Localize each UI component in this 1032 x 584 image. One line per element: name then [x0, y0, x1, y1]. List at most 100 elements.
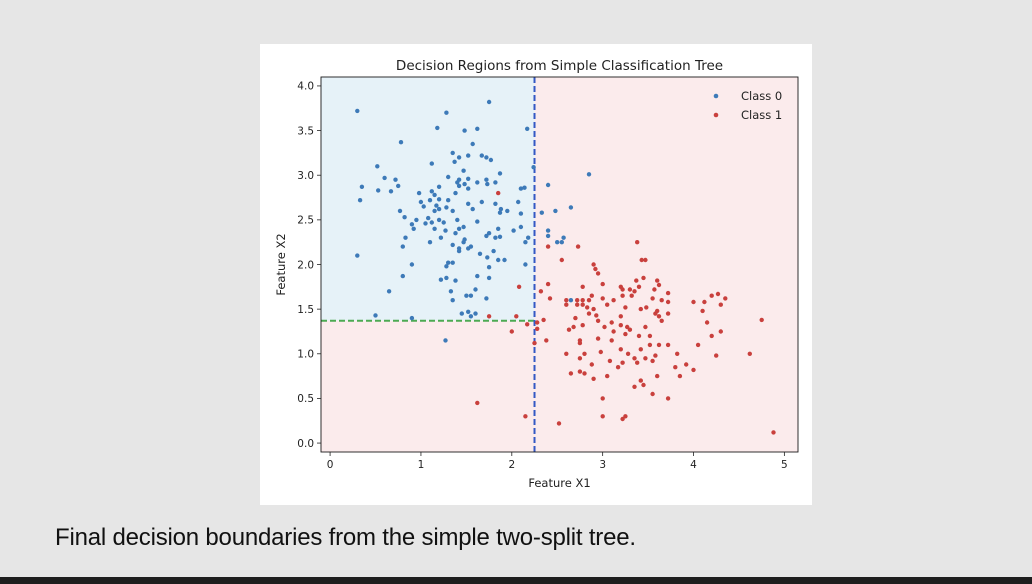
data-point-class-0	[466, 201, 471, 206]
y-tick-label: 4.0	[297, 81, 314, 93]
data-point-class-1	[564, 298, 569, 303]
data-point-class-1	[600, 396, 605, 401]
data-point-class-0	[475, 126, 480, 131]
data-point-class-0	[427, 198, 433, 203]
data-point-class-1	[600, 281, 605, 287]
data-point-class-0	[436, 184, 442, 189]
data-point-class-0	[485, 181, 490, 187]
data-point-class-1	[525, 322, 530, 327]
x-tick-label: 5	[781, 459, 788, 471]
data-point-class-0	[453, 190, 458, 196]
data-point-class-0	[523, 262, 528, 267]
data-point-class-1	[665, 342, 671, 348]
data-point-class-1	[673, 365, 678, 370]
data-point-class-0	[453, 278, 458, 283]
data-point-class-0	[438, 235, 444, 240]
data-point-class-1	[591, 262, 596, 267]
data-point-class-1	[523, 414, 528, 419]
data-point-class-0	[468, 293, 474, 298]
axes-layer: 0 1 2 3 4 5 0.0 0.5 1.0 1.5 2.0 2.5 3.0 3.5 4.0	[297, 81, 787, 471]
data-point-class-0	[446, 174, 451, 180]
data-point-class-0	[475, 219, 480, 224]
data-point-class-0	[423, 221, 428, 226]
data-point-class-1	[594, 313, 599, 318]
data-point-class-0	[468, 314, 474, 319]
data-point-class-1	[656, 282, 662, 288]
data-point-class-1	[609, 320, 614, 325]
data-point-class-1	[509, 329, 514, 334]
data-point-class-1	[618, 347, 623, 352]
data-point-class-0	[523, 240, 528, 245]
data-point-class-0	[427, 240, 433, 245]
data-point-class-0	[473, 311, 478, 316]
data-point-class-0	[493, 180, 498, 185]
data-point-class-1	[564, 351, 569, 356]
data-point-class-1	[638, 306, 643, 312]
data-point-class-0	[398, 140, 404, 145]
data-point-class-1	[639, 257, 644, 263]
data-point-class-1	[643, 324, 648, 330]
data-point-class-1	[677, 373, 683, 379]
data-point-class-1	[655, 278, 660, 283]
data-point-class-1	[611, 329, 616, 334]
data-point-class-1	[641, 382, 646, 388]
y-tick-label: 1.5	[297, 304, 314, 316]
data-point-class-0	[545, 233, 551, 239]
data-point-class-0	[388, 189, 394, 194]
data-point-class-0	[466, 186, 471, 191]
data-point-class-0	[479, 153, 484, 158]
data-point-class-0	[402, 215, 407, 220]
data-point-class-0	[486, 231, 492, 236]
data-point-class-0	[497, 171, 503, 176]
data-point-class-0	[450, 298, 455, 303]
data-point-class-1	[771, 430, 776, 435]
x-tick-label: 4	[690, 459, 697, 471]
x-tick-label: 2	[508, 459, 515, 471]
legend-label-class-1: Class 1	[741, 108, 782, 122]
data-point-class-0	[462, 181, 467, 187]
data-point-class-0	[414, 217, 419, 223]
data-point-class-1	[709, 333, 714, 339]
data-point-class-0	[586, 172, 592, 177]
data-point-class-0	[436, 206, 442, 212]
data-point-class-0	[568, 205, 574, 210]
data-point-class-1	[538, 289, 544, 294]
data-point-class-1	[643, 356, 648, 361]
data-point-class-1	[545, 281, 551, 287]
data-point-class-1	[656, 314, 662, 319]
data-point-class-1	[638, 378, 643, 383]
data-point-class-0	[355, 108, 360, 114]
data-point-class-1	[665, 299, 671, 305]
data-point-class-1	[644, 305, 649, 310]
data-point-class-1	[605, 302, 610, 307]
data-point-class-0	[400, 244, 405, 249]
data-point-class-0	[522, 185, 527, 190]
data-point-class-0	[498, 206, 504, 212]
data-point-class-1	[575, 298, 580, 303]
data-point-class-0	[432, 208, 437, 214]
data-point-class-1	[585, 305, 590, 310]
data-point-class-1	[586, 311, 592, 316]
data-point-class-0	[443, 228, 448, 233]
data-point-class-0	[450, 208, 455, 214]
data-point-class-0	[432, 226, 437, 231]
y-tick-label: 0.0	[297, 438, 314, 450]
data-point-class-0	[446, 260, 451, 265]
data-point-class-0	[382, 175, 387, 181]
legend-label-class-0: Class 0	[741, 89, 782, 103]
data-point-class-1	[566, 327, 572, 332]
data-point-class-0	[568, 298, 574, 303]
data-point-class-0	[466, 246, 471, 251]
data-point-class-0	[518, 224, 524, 230]
data-point-class-1	[577, 369, 583, 374]
data-point-class-0	[429, 189, 434, 194]
x-axis-label: Feature X1	[528, 476, 590, 490]
points-layer	[355, 99, 776, 435]
decision-region-0	[321, 77, 535, 321]
data-point-class-0	[456, 155, 462, 160]
data-point-class-0	[466, 176, 471, 181]
data-point-class-1	[715, 291, 721, 297]
data-point-class-1	[582, 371, 587, 376]
data-point-class-1	[580, 284, 585, 289]
data-point-class-1	[704, 320, 710, 325]
